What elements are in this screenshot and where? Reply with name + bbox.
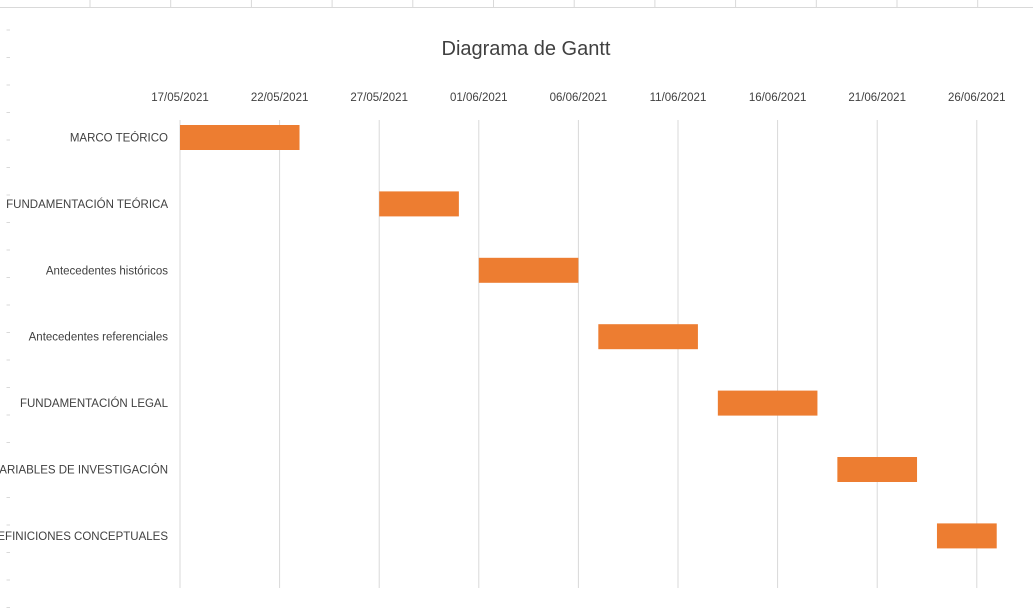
x-tick-label: 21/06/2021 [848,92,906,104]
category-label: MARCO TEÓRICO [70,132,168,145]
x-tick-label: 06/06/2021 [550,92,608,104]
x-tick-label: 26/06/2021 [948,92,1006,104]
category-label: Antecedentes referenciales [29,332,169,344]
category-label: Antecedentes históricos [46,265,168,277]
x-tick-label: 16/06/2021 [749,92,807,104]
task-bar [598,324,698,350]
chart-title: Diagrama de Gantt [442,38,611,60]
category-label: DEFINICIONES CONCEPTUALES [0,531,168,543]
task-bar [717,390,818,416]
task-bars [180,125,997,549]
category-label: VARIABLES DE INVESTIGACIÓN [0,464,168,477]
category-label: FUNDAMENTACIÓN LEGAL [20,397,169,410]
task-bar [478,257,579,283]
x-tick-label: 17/05/2021 [151,92,209,104]
category-label: FUNDAMENTACIÓN TEÓRICA [6,198,168,211]
x-tick-label: 01/06/2021 [450,92,508,104]
task-bar [837,457,918,482]
task-bar [936,523,997,549]
task-bar [180,125,300,150]
x-tick-label: 11/06/2021 [650,92,707,104]
task-bar [379,191,459,217]
vertical-gridlines [179,120,978,588]
x-tick-label: 27/05/2021 [350,92,408,104]
x-tick-label: 22/05/2021 [251,92,309,104]
y-axis-category-labels: MARCO TEÓRICO FUNDAMENTACIÓN TEÓRICA Antec… [0,132,169,543]
x-axis-tick-labels: 17/05/2021 22/05/2021 27/05/2021 01/06/2021… [151,92,1005,104]
